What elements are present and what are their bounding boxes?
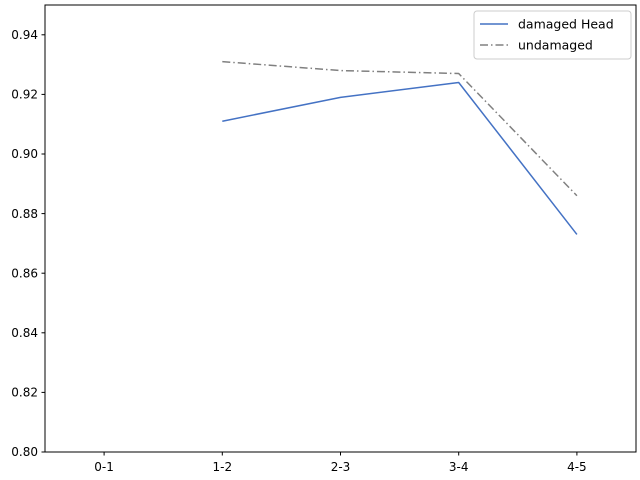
- y-tick-label: 0.80: [11, 445, 38, 459]
- series-line-undamaged: [222, 60, 578, 197]
- x-tick-label: 4-5: [567, 460, 587, 474]
- legend-box: [473, 10, 632, 60]
- y-tick-label: 0.88: [11, 207, 38, 221]
- legend-label: undamaged: [518, 38, 593, 53]
- y-tick-label: 0.92: [11, 88, 38, 102]
- y-axis: 0.80 0.82 0.84 0.86 0.88 0.90 0.92 0.94: [11, 28, 45, 459]
- x-tick-label: 3-4: [449, 460, 469, 474]
- series-line-damaged-head: [222, 81, 578, 235]
- y-tick-label: 0.90: [11, 147, 38, 161]
- legend-label: damaged Head: [518, 17, 614, 32]
- x-tick-label: 1-2: [212, 460, 232, 474]
- y-tick-label: 0.82: [11, 386, 38, 400]
- x-tick-label: 2-3: [331, 460, 351, 474]
- y-tick-label: 0.94: [11, 28, 38, 42]
- x-tick-label: 0-1: [94, 460, 114, 474]
- plot-background: [45, 5, 636, 452]
- y-tick-label: 0.84: [11, 326, 38, 340]
- x-axis: 0-1 1-2 2-3 3-4 4-5: [94, 452, 587, 474]
- y-tick-label: 0.86: [11, 266, 38, 280]
- series-layer: [222, 60, 578, 235]
- legend: damaged Head undamaged: [473, 10, 632, 60]
